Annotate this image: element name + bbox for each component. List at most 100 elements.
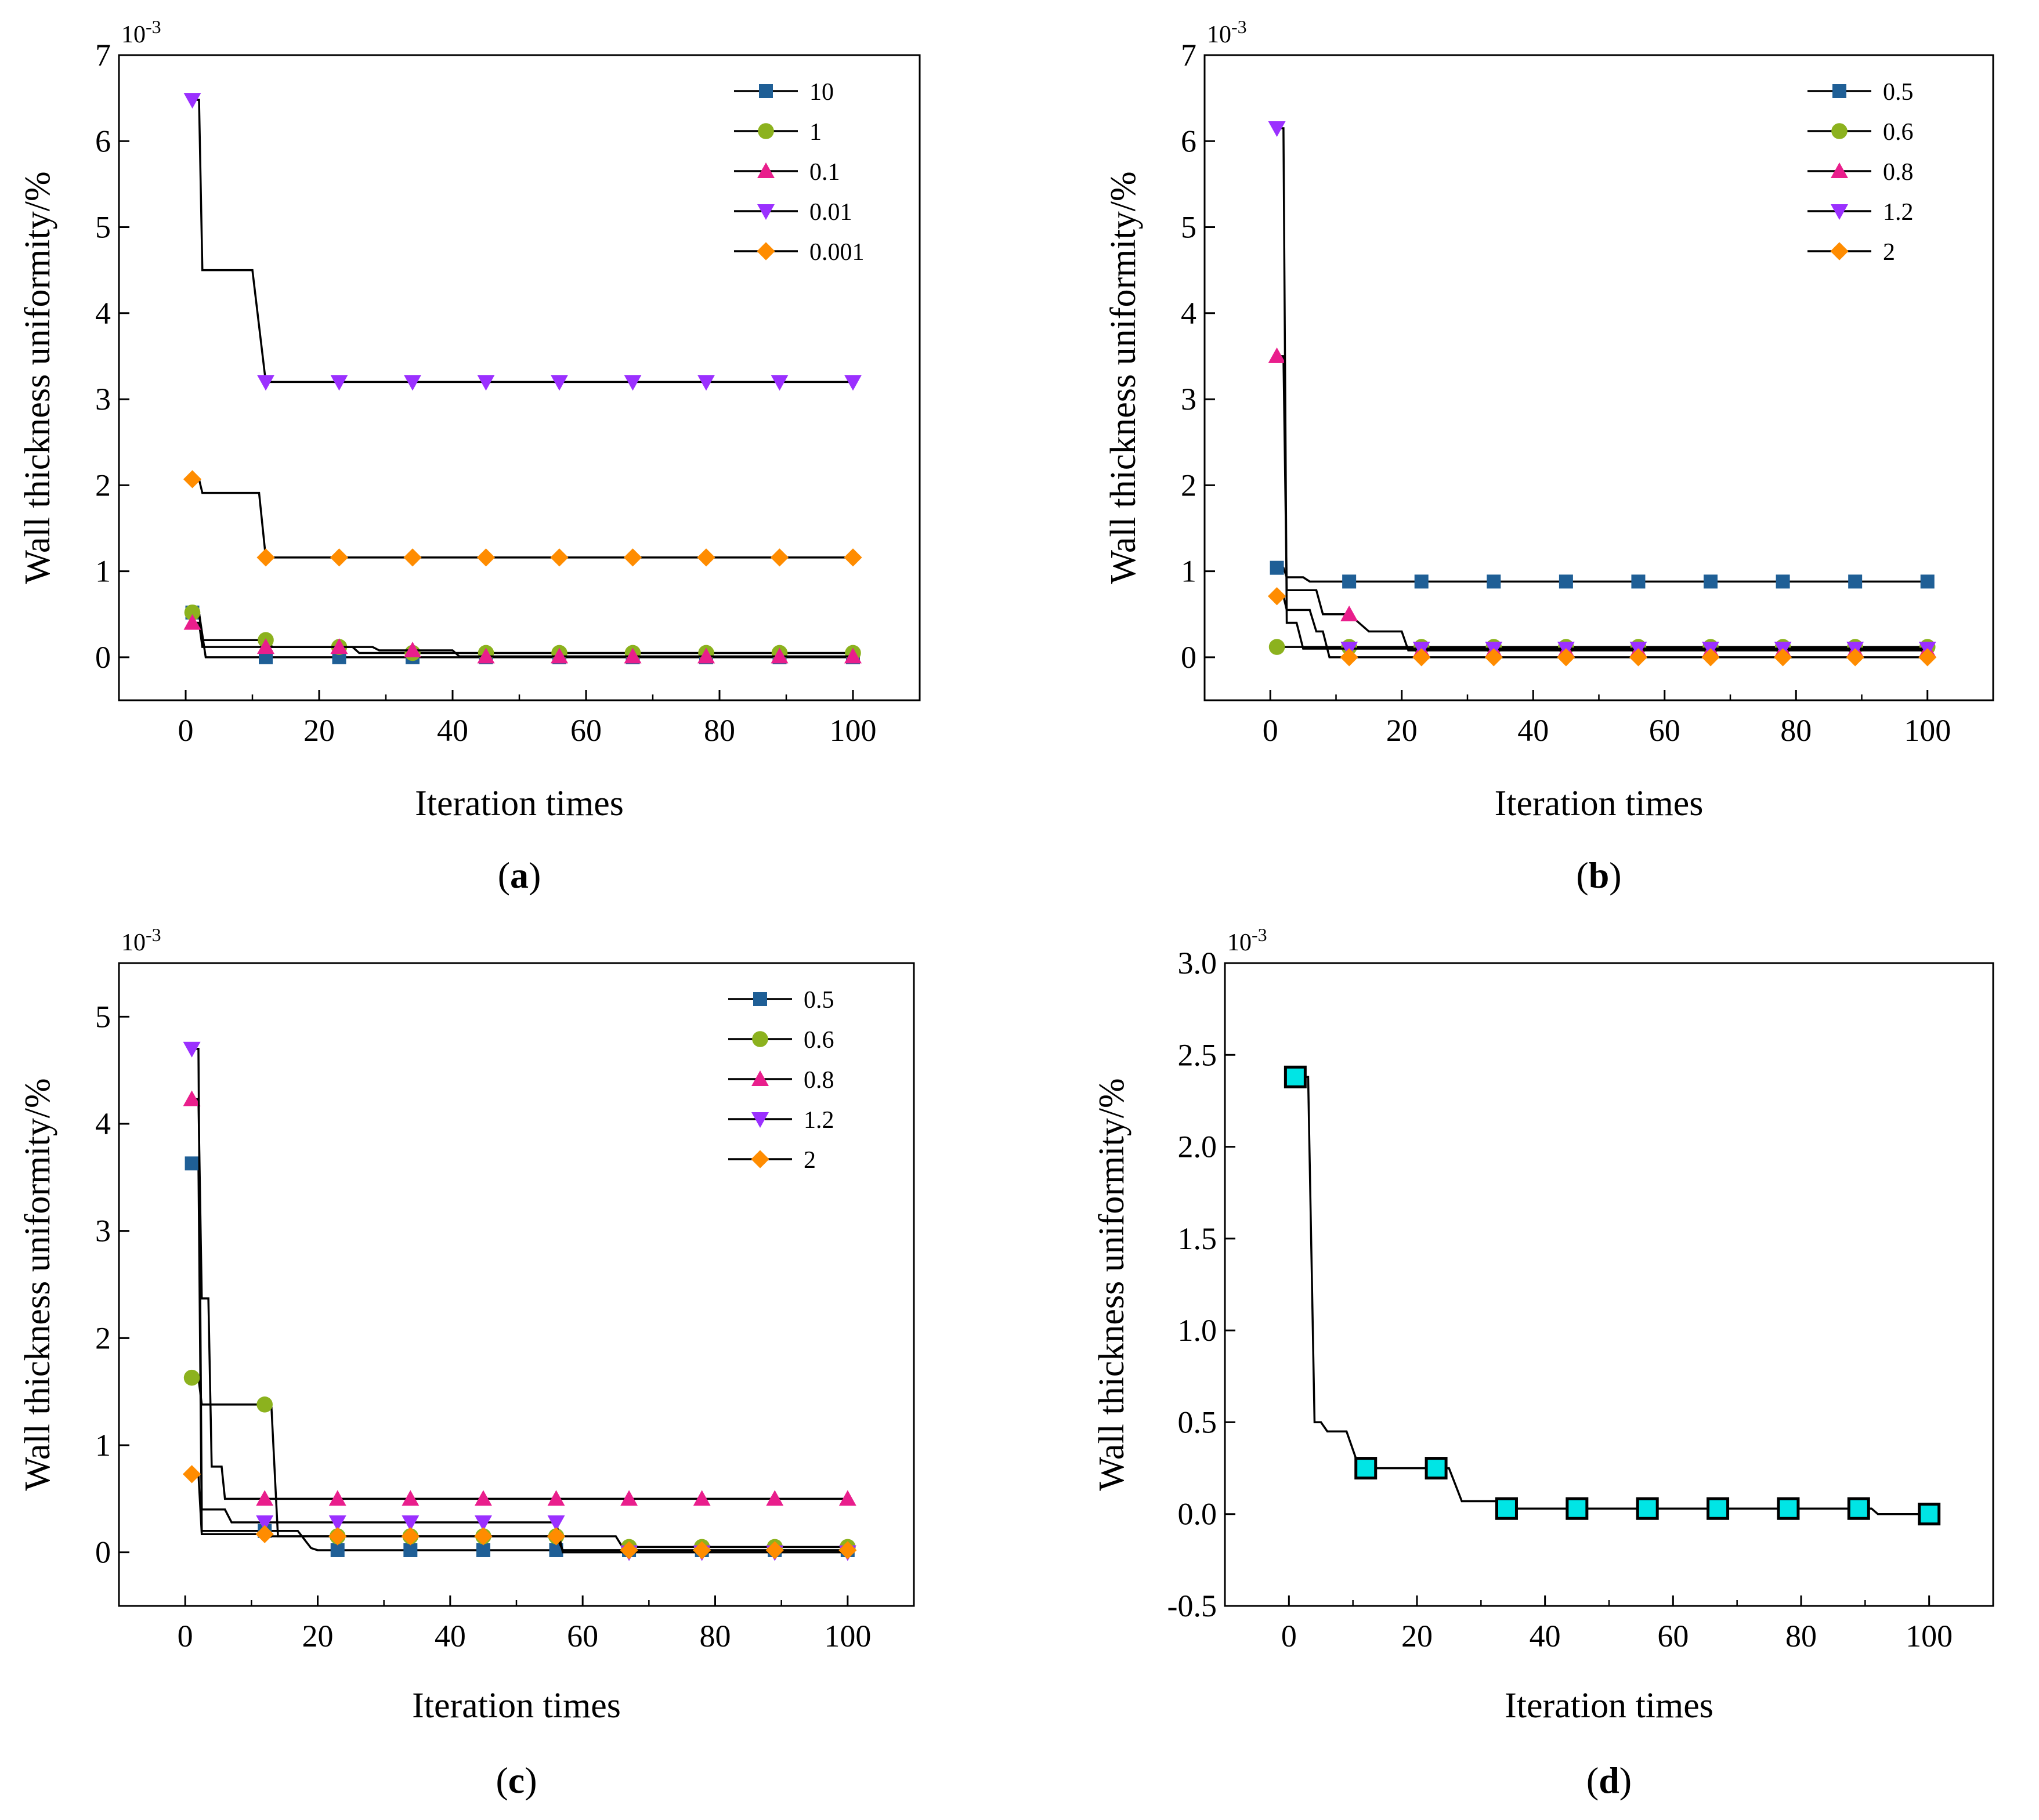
y-tick-label: 1 <box>1181 554 1196 589</box>
data-point <box>1848 574 1863 589</box>
data-point <box>403 548 422 567</box>
series-0.6 <box>183 1369 856 1555</box>
data-point <box>328 1527 347 1546</box>
data-point <box>1774 648 1792 667</box>
y-tick-label: 4 <box>95 1106 111 1141</box>
y-axis-label: Wall thickness uniformity/% <box>1092 1078 1131 1490</box>
data-point <box>1270 560 1284 575</box>
series-line <box>192 612 853 658</box>
x-axis-label: Iteration times <box>415 784 624 823</box>
data-point <box>771 647 789 664</box>
series-0.001 <box>183 470 862 567</box>
data-point <box>1414 574 1429 589</box>
panel-caption: (b) <box>1576 855 1621 896</box>
data-point <box>844 647 862 664</box>
data-point <box>693 1541 711 1560</box>
data-point <box>844 375 862 391</box>
data-point <box>182 1465 201 1484</box>
series-0.8 <box>1268 347 1936 658</box>
series-line <box>192 478 853 559</box>
y-tick-label: 5 <box>95 210 111 245</box>
data-point <box>1559 574 1573 589</box>
legend-label: 10 <box>809 79 834 106</box>
data-point <box>697 548 715 567</box>
y-tick-label: 4 <box>1181 296 1196 331</box>
x-tick-label: 60 <box>1649 713 1680 748</box>
data-point <box>403 1543 418 1557</box>
y-tick-label: 2.0 <box>1178 1130 1217 1164</box>
data-point <box>547 1515 565 1531</box>
y-multiplier: 10-3 <box>121 924 161 956</box>
data-point <box>697 647 715 664</box>
y-tick-label: 4 <box>95 296 111 331</box>
y-axis-label: Wall thickness uniformity/% <box>18 171 57 584</box>
y-multiplier: 10-3 <box>1227 924 1267 956</box>
data-point <box>766 1490 784 1506</box>
series-line <box>191 1473 848 1551</box>
plot-frame <box>118 54 921 701</box>
y-tick-label: -0.5 <box>1167 1589 1217 1623</box>
legend-marker <box>1831 162 1848 178</box>
series-2 <box>182 1465 857 1560</box>
legend-label: 2 <box>1883 239 1895 266</box>
x-tick-label: 0 <box>1281 1619 1297 1653</box>
legend-marker <box>751 1150 769 1168</box>
data-point <box>183 1041 201 1058</box>
data-point <box>257 375 274 391</box>
y-tick-label: 5 <box>95 999 111 1034</box>
data-point <box>1704 574 1718 589</box>
data-point <box>256 1396 273 1413</box>
y-tick-label: 0 <box>95 1535 111 1570</box>
data-point <box>185 1156 199 1171</box>
y-tick-label: 6 <box>1181 124 1196 158</box>
series-0.8 <box>183 1090 856 1506</box>
x-tick-label: 0 <box>1263 713 1278 748</box>
y-tick-label: 1.5 <box>1178 1221 1217 1256</box>
data-point <box>1918 1503 1941 1526</box>
legend-label: 0.5 <box>1883 79 1914 106</box>
chart-panel-a: 0 20 40 60 80 100 0 1 2 3 4 5 6 7 10-3 Iteration times W… <box>18 16 921 896</box>
panel-caption: (a) <box>498 855 541 896</box>
data-point <box>551 375 568 391</box>
y-tick-label: 1 <box>95 1428 111 1463</box>
data-point <box>402 1515 420 1531</box>
data-point <box>330 548 349 567</box>
series-1 <box>184 604 861 661</box>
legend: 10 1 0.1 0.01 0.001 <box>734 79 865 266</box>
y-tick-label: 2 <box>1181 468 1196 502</box>
data-point <box>1566 1497 1589 1520</box>
y-tick-label: 6 <box>95 124 111 158</box>
x-tick-label: 40 <box>1530 1619 1561 1653</box>
data-point <box>1484 648 1503 667</box>
y-axis-label: Wall thickness uniformity/% <box>1104 171 1143 584</box>
data-point <box>620 1490 638 1506</box>
data-point <box>1777 1497 1800 1520</box>
data-point <box>1631 574 1646 589</box>
y-multiplier: 10-3 <box>1207 16 1247 48</box>
chart-panel-d: 0 20 40 60 80 100 -0.5 0.0 0.5 1.0 1.5 2.0 2.5 3.0 10-… <box>1092 924 1994 1801</box>
data-point <box>474 1527 493 1546</box>
y-tick-label: 2 <box>95 468 111 502</box>
data-point <box>256 548 275 567</box>
data-point <box>183 470 202 489</box>
series-0.5 <box>185 1156 855 1557</box>
legend-label: 1 <box>809 119 822 146</box>
data-point <box>476 548 496 567</box>
x-axis-label: Iteration times <box>1495 784 1704 823</box>
legend-marker <box>751 1112 769 1128</box>
data-point <box>330 375 348 391</box>
data-point <box>404 642 421 658</box>
y-tick-label: 3.0 <box>1178 946 1217 980</box>
series-line <box>192 621 853 658</box>
legend: 0.5 0.6 0.8 1.2 2 <box>728 987 834 1174</box>
legend-label: 1.2 <box>804 1107 834 1134</box>
x-tick-label: 80 <box>1785 1619 1817 1653</box>
data-point <box>1776 574 1790 589</box>
data-point <box>1354 1457 1378 1480</box>
panel-caption: (d) <box>1586 1760 1632 1801</box>
data-point <box>402 1490 420 1506</box>
series-line <box>1277 355 1928 652</box>
y-tick-label: 0.5 <box>1178 1405 1217 1439</box>
series-0.1 <box>183 614 862 664</box>
data-point <box>547 1490 565 1506</box>
